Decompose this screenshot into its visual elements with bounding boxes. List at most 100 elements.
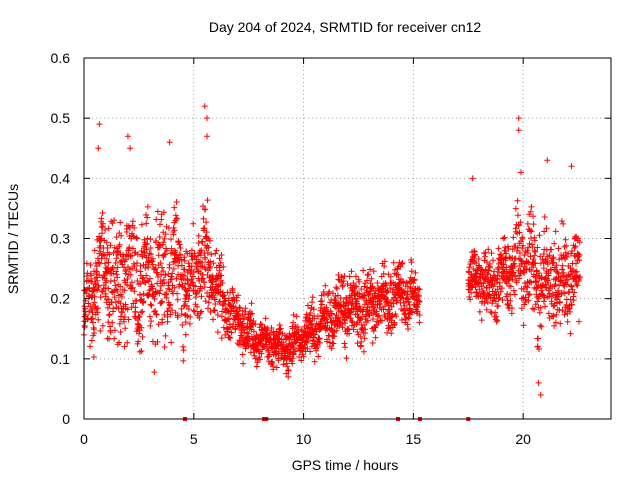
data-point [134, 277, 141, 284]
data-point [339, 274, 346, 281]
data-point [182, 298, 189, 305]
data-point [535, 379, 542, 386]
data-point [221, 292, 228, 299]
data-point [378, 292, 385, 299]
data-point [552, 228, 559, 235]
data-point [542, 303, 549, 310]
data-point [214, 329, 221, 336]
data-point [177, 252, 184, 259]
data-point [192, 291, 199, 298]
data-point [367, 280, 374, 287]
data-point [473, 289, 480, 296]
data-point [468, 289, 475, 296]
data-point [500, 235, 507, 242]
data-point [154, 280, 161, 287]
data-point [123, 268, 130, 275]
data-point [528, 279, 535, 286]
data-point [90, 324, 97, 331]
x-tick-label: 15 [406, 431, 422, 447]
data-point [140, 290, 147, 297]
data-point [496, 294, 503, 301]
data-point [321, 291, 328, 298]
data-point [368, 284, 375, 291]
data-point [95, 145, 102, 152]
data-point [208, 251, 215, 258]
data-point [314, 313, 321, 320]
data-point [387, 273, 394, 280]
data-point [201, 284, 208, 291]
data-point [376, 312, 383, 319]
data-point [472, 284, 479, 291]
data-point [499, 253, 506, 260]
data-point [149, 285, 156, 292]
data-point [114, 264, 121, 271]
data-point [365, 292, 372, 299]
data-point [152, 265, 159, 272]
data-point [550, 254, 557, 261]
data-point [177, 245, 184, 252]
data-point [528, 228, 535, 235]
data-point [567, 330, 574, 337]
data-point [308, 321, 315, 328]
data-point [99, 322, 106, 329]
data-point [97, 327, 104, 334]
data-point [485, 267, 492, 274]
data-point [193, 256, 200, 263]
data-point [201, 103, 208, 110]
data-point [315, 353, 322, 360]
data-point [106, 335, 113, 342]
data-point [133, 267, 140, 274]
data-point [91, 299, 98, 306]
data-point [156, 290, 163, 297]
data-point [381, 263, 388, 270]
data-point [227, 324, 234, 331]
data-point [498, 285, 505, 292]
data-point [335, 314, 342, 321]
data-point [335, 276, 342, 283]
data-point [218, 252, 225, 259]
data-point [324, 338, 331, 345]
data-point [148, 302, 155, 309]
data-point [517, 219, 524, 226]
data-point [151, 295, 158, 302]
data-point [487, 308, 494, 315]
data-point [155, 273, 162, 280]
data-point [475, 255, 482, 262]
data-point [576, 251, 583, 258]
data-point [513, 279, 520, 286]
data-point [488, 250, 495, 257]
data-point [512, 273, 519, 280]
data-point [206, 264, 213, 271]
data-point [507, 297, 514, 304]
data-point [497, 288, 504, 295]
data-point [327, 314, 334, 321]
data-point [388, 303, 395, 310]
data-point [416, 319, 423, 326]
data-point [385, 308, 392, 315]
data-point [568, 163, 575, 170]
data-point [562, 236, 569, 243]
data-point [567, 273, 574, 280]
data-point [195, 232, 202, 239]
data-point [190, 220, 197, 227]
data-point [178, 262, 185, 269]
data-point [300, 353, 307, 360]
data-point [531, 306, 538, 313]
data-point [344, 280, 351, 287]
data-point [158, 216, 165, 223]
data-point [197, 309, 204, 316]
data-point [545, 310, 552, 317]
data-point [276, 321, 283, 328]
data-point [81, 324, 88, 331]
x-axis-title: GPS time / hours [292, 457, 399, 473]
data-point [109, 319, 116, 326]
data-point [549, 291, 556, 298]
data-point [113, 234, 120, 241]
data-point [552, 276, 559, 283]
data-point [146, 250, 153, 257]
data-point [219, 279, 226, 286]
data-point [152, 237, 159, 244]
data-point [273, 364, 280, 371]
data-point [233, 297, 240, 304]
data-point [98, 255, 105, 262]
